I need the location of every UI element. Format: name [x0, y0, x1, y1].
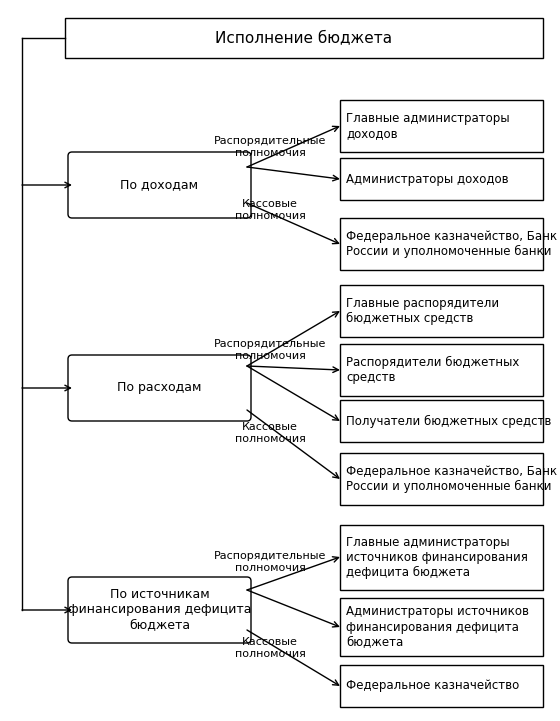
Bar: [65, 18, 543, 58]
Text: По расходам: По расходам: [117, 381, 202, 394]
Bar: [340, 285, 543, 337]
Bar: [340, 598, 543, 656]
Text: Федеральное казначейство, Банк
России и уполномоченные банки: Федеральное казначейство, Банк России и …: [346, 230, 557, 258]
Text: По источникам
финансирования дефицита
бюджета: По источникам финансирования дефицита бю…: [68, 588, 251, 632]
Bar: [340, 100, 543, 152]
Text: Исполнение бюджета: Исполнение бюджета: [216, 30, 393, 45]
Bar: [340, 453, 543, 505]
Bar: [340, 525, 543, 590]
Bar: [340, 344, 543, 396]
Text: Федеральное казначейство, Банк
России и уполномоченные банки: Федеральное казначейство, Банк России и …: [346, 465, 557, 493]
Text: Распорядительные
полномочия: Распорядительные полномочия: [214, 136, 326, 158]
FancyBboxPatch shape: [68, 355, 251, 421]
Text: По доходам: По доходам: [120, 179, 199, 192]
Bar: [340, 158, 543, 200]
Text: Главные администраторы
источников финансирования
дефицита бюджета: Главные администраторы источников финанс…: [346, 536, 528, 579]
Text: Администраторы источников
финансирования дефицита
бюджета: Администраторы источников финансирования…: [346, 606, 529, 648]
Text: Кассовые
полномочия: Кассовые полномочия: [235, 637, 305, 659]
Bar: [340, 218, 543, 270]
Text: Распорядительные
полномочия: Распорядительные полномочия: [214, 551, 326, 572]
FancyBboxPatch shape: [68, 577, 251, 643]
Text: Администраторы доходов: Администраторы доходов: [346, 172, 508, 185]
Text: Кассовые
полномочия: Кассовые полномочия: [235, 199, 305, 221]
Text: Федеральное казначейство: Федеральное казначейство: [346, 679, 519, 692]
Text: Получатели бюджетных средств: Получатели бюджетных средств: [346, 415, 552, 428]
Text: Распорядители бюджетных
средств: Распорядители бюджетных средств: [346, 356, 519, 384]
Bar: [340, 665, 543, 707]
Bar: [340, 400, 543, 442]
Text: Кассовые
полномочия: Кассовые полномочия: [235, 423, 305, 444]
Text: Главные распорядители
бюджетных средств: Главные распорядители бюджетных средств: [346, 297, 499, 325]
Text: Распорядительные
полномочия: Распорядительные полномочия: [214, 339, 326, 360]
Text: Главные администраторы
доходов: Главные администраторы доходов: [346, 112, 510, 140]
FancyBboxPatch shape: [68, 152, 251, 218]
